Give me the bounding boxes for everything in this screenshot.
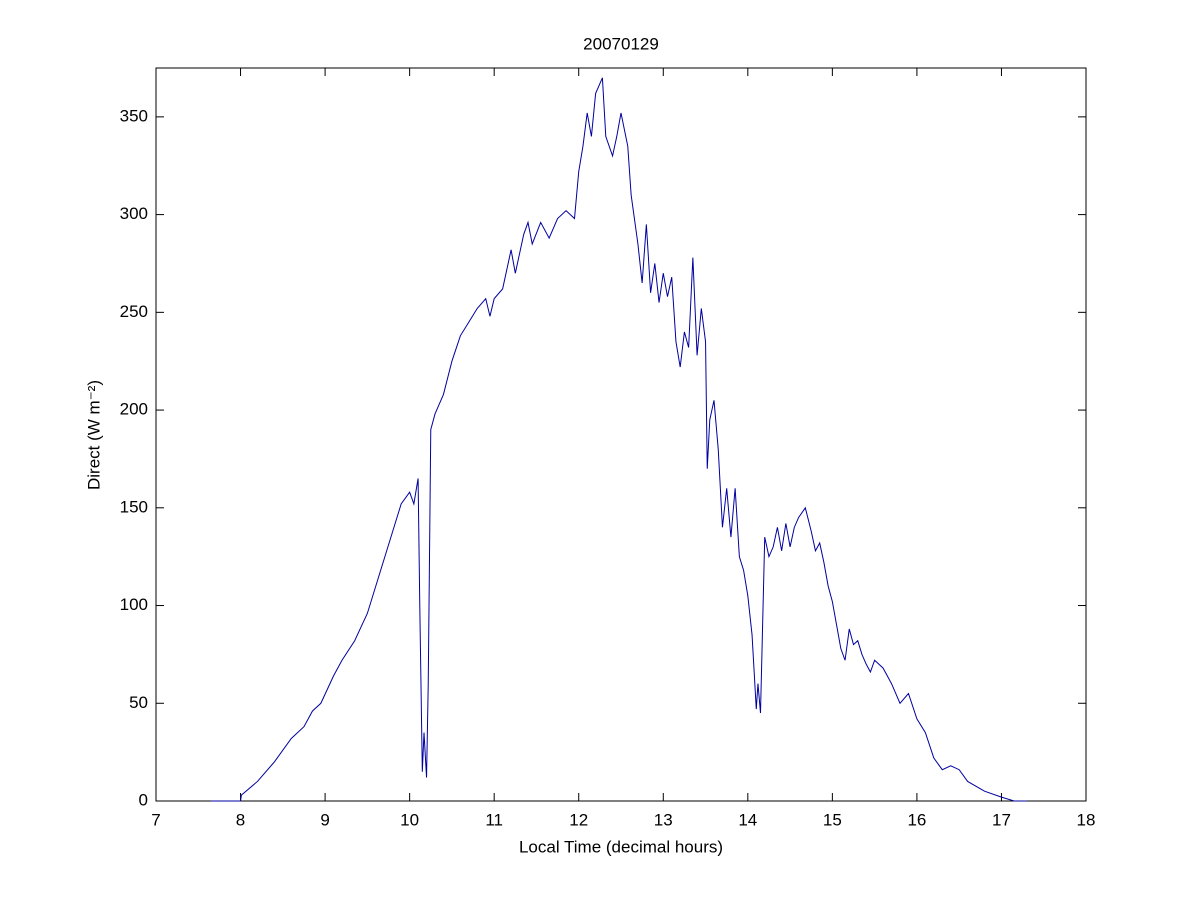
y-tick-label: 100 (120, 595, 148, 614)
x-tick-label: 7 (151, 810, 160, 829)
chart-title: 20070129 (583, 34, 659, 53)
y-tick-label: 0 (139, 790, 148, 809)
y-tick-label: 50 (129, 693, 148, 712)
x-axis-label: Local Time (decimal hours) (519, 837, 723, 856)
x-tick-label: 18 (1077, 810, 1096, 829)
x-tick-label: 10 (400, 810, 419, 829)
y-axis-label: Direct (W m⁻²) (84, 380, 103, 490)
x-tick-label: 14 (738, 810, 757, 829)
plot-frame (155, 67, 1087, 802)
y-tick-label: 150 (120, 497, 148, 516)
data-line (210, 77, 1027, 802)
x-tick-label: 11 (485, 810, 503, 829)
x-tick-label: 13 (654, 810, 673, 829)
y-tick-label: 250 (120, 302, 148, 321)
x-tick-label: 15 (823, 810, 842, 829)
x-tick-label: 16 (907, 810, 926, 829)
x-tick-label: 12 (569, 810, 588, 829)
x-tick-label: 9 (320, 810, 329, 829)
x-tick-label: 8 (236, 810, 245, 829)
x-tick-label: 17 (992, 810, 1011, 829)
y-tick-label: 300 (120, 204, 148, 223)
y-tick-label: 350 (120, 106, 148, 125)
y-tick-label: 200 (120, 400, 148, 419)
